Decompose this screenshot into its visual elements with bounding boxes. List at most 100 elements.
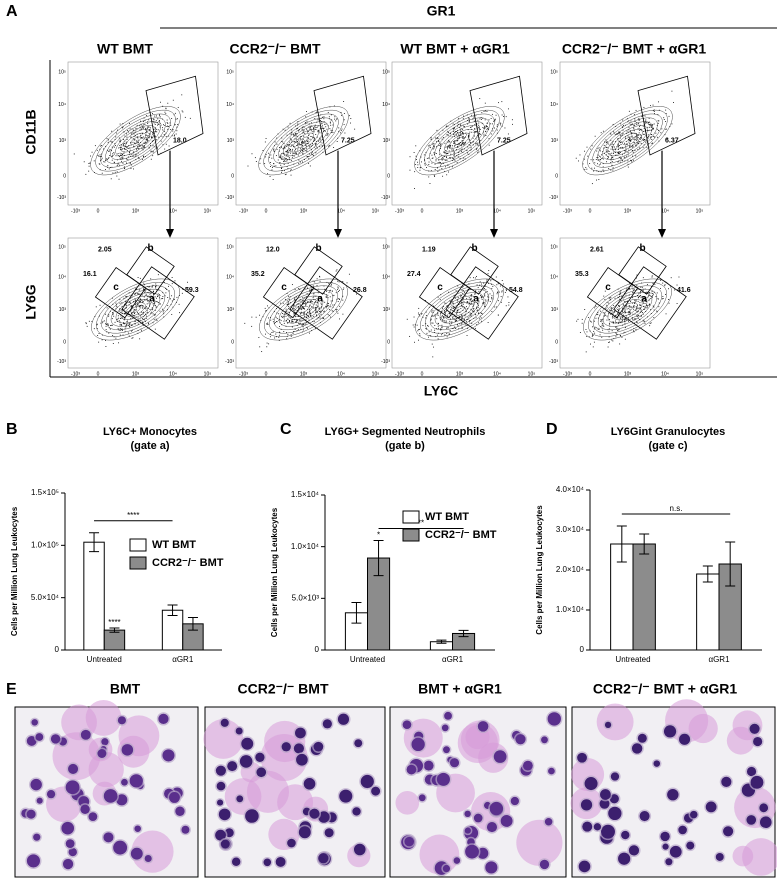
event-dot bbox=[662, 296, 664, 297]
event-dot bbox=[337, 287, 339, 289]
event-dot bbox=[660, 132, 662, 134]
event-dot bbox=[289, 320, 291, 322]
event-dot bbox=[156, 306, 158, 308]
tick-label: 10⁴ bbox=[337, 371, 345, 377]
event-dot bbox=[624, 318, 626, 320]
event-dot bbox=[448, 333, 450, 335]
event-dot bbox=[152, 150, 154, 152]
event-dot bbox=[665, 121, 667, 122]
event-dot bbox=[621, 141, 623, 143]
event-dot bbox=[440, 329, 442, 330]
event-dot bbox=[101, 159, 103, 161]
nucleus bbox=[453, 857, 461, 864]
event-dot bbox=[609, 299, 611, 301]
event-dot bbox=[142, 158, 143, 160]
event-dot bbox=[88, 165, 90, 167]
event-dot bbox=[622, 303, 624, 305]
event-dot bbox=[637, 308, 639, 310]
nucleus bbox=[103, 832, 114, 843]
gate-value: 59.3 bbox=[185, 287, 199, 294]
event-dot bbox=[446, 333, 448, 335]
event-dot bbox=[342, 288, 344, 290]
event-dot bbox=[598, 147, 600, 149]
event-dot bbox=[336, 141, 338, 142]
event-dot bbox=[313, 296, 315, 298]
event-dot bbox=[158, 120, 160, 122]
event-dot bbox=[626, 155, 627, 157]
contour bbox=[259, 278, 348, 341]
event-dot bbox=[459, 316, 461, 318]
event-dot bbox=[497, 300, 499, 302]
event-dot bbox=[443, 155, 445, 157]
event-dot bbox=[614, 154, 616, 156]
event-dot bbox=[143, 156, 145, 158]
event-dot bbox=[477, 313, 479, 314]
event-dot bbox=[134, 309, 136, 311]
event-dot bbox=[124, 168, 126, 170]
event-dot bbox=[145, 308, 147, 310]
nucleus bbox=[352, 807, 361, 816]
event-dot bbox=[273, 163, 275, 165]
event-dot bbox=[665, 313, 667, 315]
event-dot bbox=[640, 291, 642, 292]
event-dot bbox=[155, 130, 157, 132]
event-dot bbox=[634, 138, 636, 140]
event-dot bbox=[452, 123, 454, 125]
event-dot bbox=[626, 319, 627, 321]
event-dot bbox=[501, 125, 503, 127]
event-dot bbox=[494, 120, 496, 122]
event-dot bbox=[136, 288, 138, 290]
event-dot bbox=[487, 127, 489, 129]
event-dot bbox=[417, 161, 419, 163]
event-dot bbox=[141, 307, 143, 309]
event-dot bbox=[647, 121, 649, 123]
contour bbox=[95, 109, 176, 172]
event-dot bbox=[449, 145, 451, 147]
event-dot bbox=[453, 310, 455, 312]
event-dot bbox=[123, 313, 125, 315]
tick-label: 0 bbox=[555, 174, 558, 180]
event-dot bbox=[279, 147, 280, 148]
event-dot bbox=[143, 145, 145, 146]
event-dot bbox=[499, 124, 501, 126]
event-dot bbox=[148, 302, 150, 304]
event-dot bbox=[335, 309, 337, 310]
event-dot bbox=[134, 155, 136, 157]
event-dot bbox=[122, 158, 124, 160]
event-dot bbox=[282, 148, 284, 150]
event-dot bbox=[478, 312, 480, 314]
event-dot bbox=[298, 319, 300, 321]
event-dot bbox=[309, 147, 311, 149]
nucleus bbox=[103, 789, 118, 803]
event-dot bbox=[112, 172, 114, 174]
event-dot bbox=[116, 321, 118, 322]
event-dot bbox=[148, 146, 150, 148]
nucleus bbox=[337, 713, 350, 725]
event-dot bbox=[629, 314, 631, 316]
nucleus bbox=[449, 758, 460, 768]
event-dot bbox=[634, 313, 636, 315]
event-dot bbox=[282, 156, 284, 158]
event-dot bbox=[453, 133, 455, 135]
event-dot bbox=[481, 320, 483, 322]
event-dot bbox=[624, 310, 626, 312]
event-dot bbox=[459, 129, 461, 131]
event-dot bbox=[164, 111, 166, 113]
event-dot bbox=[653, 135, 655, 137]
event-dot bbox=[638, 315, 640, 317]
event-dot bbox=[666, 138, 668, 140]
event-dot bbox=[138, 319, 140, 321]
event-dot bbox=[649, 295, 651, 296]
event-dot bbox=[134, 288, 136, 290]
event-dot bbox=[297, 141, 299, 142]
event-dot bbox=[658, 101, 659, 103]
event-dot bbox=[470, 302, 472, 304]
event-dot bbox=[454, 142, 456, 144]
event-dot bbox=[286, 166, 288, 168]
event-dot bbox=[468, 321, 470, 323]
event-dot bbox=[612, 156, 614, 158]
event-dot bbox=[167, 309, 168, 311]
tick-label: 10⁴ bbox=[58, 102, 66, 108]
event-dot bbox=[460, 308, 462, 310]
event-dot bbox=[619, 317, 621, 319]
